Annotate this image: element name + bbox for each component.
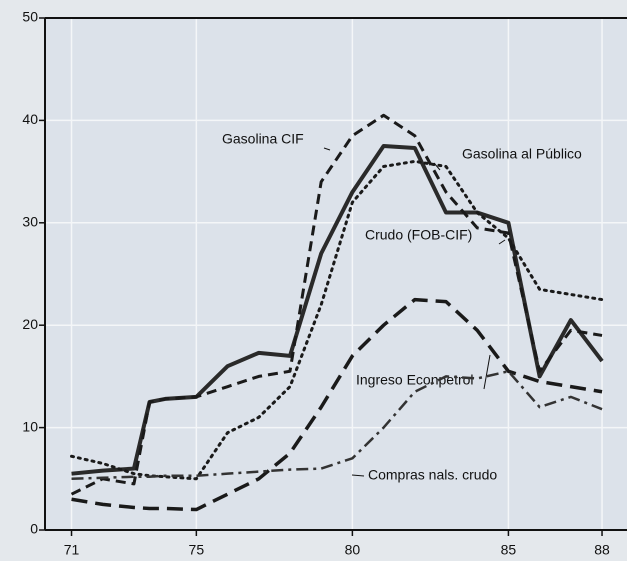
label-arrow [351, 474, 365, 477]
series-label: Compras nals. crudo [368, 467, 497, 483]
plot-area [45, 18, 627, 530]
label-arrow [483, 354, 491, 390]
y-tick-label: 10 [22, 418, 38, 434]
series-label: Ingreso Econpetrol [356, 372, 474, 388]
label-arrow [433, 162, 441, 171]
y-tick-label: 50 [22, 9, 38, 25]
series-label: Gasolina al Público [462, 146, 582, 162]
series-line [71, 370, 603, 481]
x-tick-label: 85 [501, 542, 517, 558]
label-arrow [498, 239, 506, 245]
series-line [70, 113, 603, 496]
y-tick-label: 40 [22, 111, 38, 127]
series-label: Gasolina CIF [222, 131, 304, 147]
x-tick-label: 75 [189, 542, 205, 558]
x-tick-label: 80 [345, 542, 361, 558]
y-tick-label: 30 [22, 214, 38, 230]
series-line [70, 159, 604, 481]
series-line [71, 297, 603, 512]
y-tick-label: 0 [30, 521, 38, 537]
y-tick-label: 20 [22, 316, 38, 332]
series-label: Crudo (FOB-CIF) [365, 227, 472, 243]
label-arrow [323, 147, 331, 151]
x-tick-label: 88 [594, 542, 610, 558]
x-tick-label: 71 [64, 542, 80, 558]
